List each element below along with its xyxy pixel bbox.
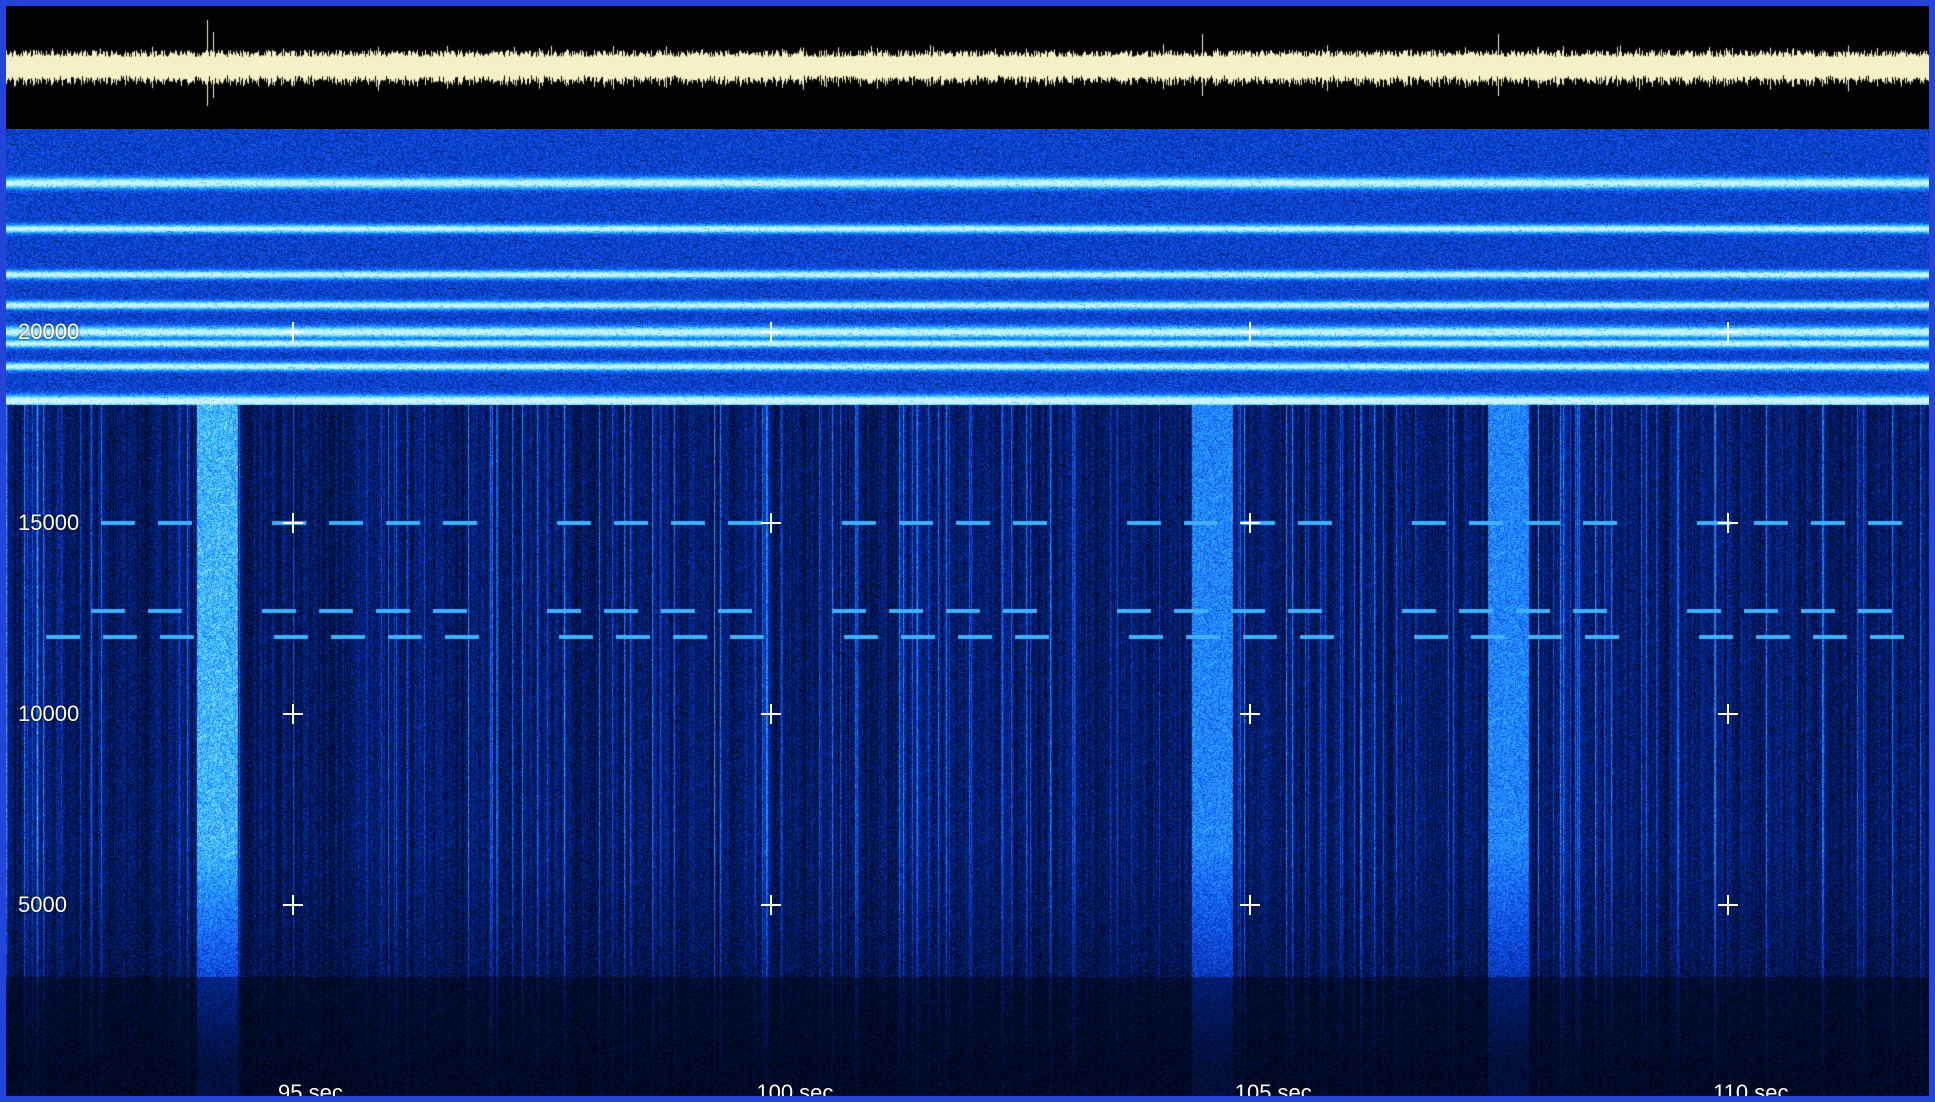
grid-cross-marker [1239, 703, 1260, 724]
x-tick-label: 100 sec [756, 1080, 834, 1097]
grid-cross-marker [1718, 512, 1739, 533]
grid-cross-marker [761, 703, 782, 724]
grid-cross-marker [283, 512, 303, 533]
grid-cross-marker [1239, 894, 1260, 915]
waveform-trace [6, 6, 1929, 129]
y-tick-label: 5000 [18, 891, 67, 917]
grid-cross-marker [1239, 512, 1260, 533]
x-tick-label: 105 sec [1234, 1080, 1312, 1097]
grid-cross-marker [761, 894, 782, 915]
grid-cross-marker [283, 894, 303, 915]
grid-cross-marker [1239, 321, 1260, 342]
grid-cross-marker [1718, 321, 1739, 342]
grid-cross-marker [1718, 703, 1739, 724]
y-tick-label: 20000 [18, 318, 80, 344]
y-tick-label: 10000 [18, 700, 80, 726]
y-tick-label: 15000 [18, 509, 80, 535]
spectrogram-heatmap [6, 129, 1929, 1096]
waveform-panel [6, 6, 1929, 129]
grid-cross-marker [761, 321, 782, 342]
spectrogram-panel: 5000 10000 15000 20000 95 sec 100 sec 105 sec… [6, 129, 1929, 1096]
grid-cross-marker [1718, 894, 1739, 915]
grid-cross-marker [761, 512, 782, 533]
grid-cross-marker [283, 321, 303, 342]
x-tick-label: 95 sec [278, 1080, 343, 1097]
grid-cross-marker [283, 703, 303, 724]
x-tick-label: 110 sec [1713, 1080, 1789, 1097]
